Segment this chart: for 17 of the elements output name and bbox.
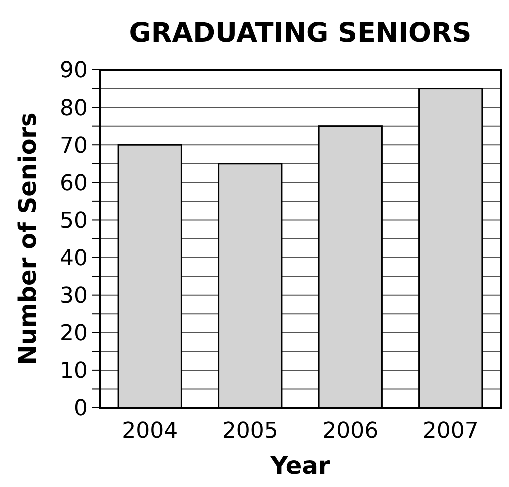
y-axis-title: Number of Seniors	[14, 112, 42, 366]
y-tick-label: 70	[60, 134, 88, 159]
y-tick-label: 90	[60, 58, 88, 84]
x-tick-label: 2006	[322, 419, 379, 444]
y-tick-label: 40	[60, 246, 88, 272]
x-tick-label: 2007	[422, 419, 479, 444]
y-tick-label: 10	[60, 359, 88, 384]
y-tick-label: 30	[60, 284, 88, 310]
y-tick-label: 50	[60, 208, 88, 234]
chart-title: GRADUATING SENIORS	[129, 18, 472, 49]
y-tick-label: 80	[60, 96, 88, 122]
x-tick-label: 2004	[122, 419, 178, 444]
x-tick-label: 2005	[222, 419, 278, 444]
y-tick-label: 60	[60, 171, 88, 196]
y-tick-label: 0	[74, 396, 88, 422]
y-tick-label: 20	[60, 322, 88, 347]
x-axis-title: Year	[270, 452, 330, 480]
